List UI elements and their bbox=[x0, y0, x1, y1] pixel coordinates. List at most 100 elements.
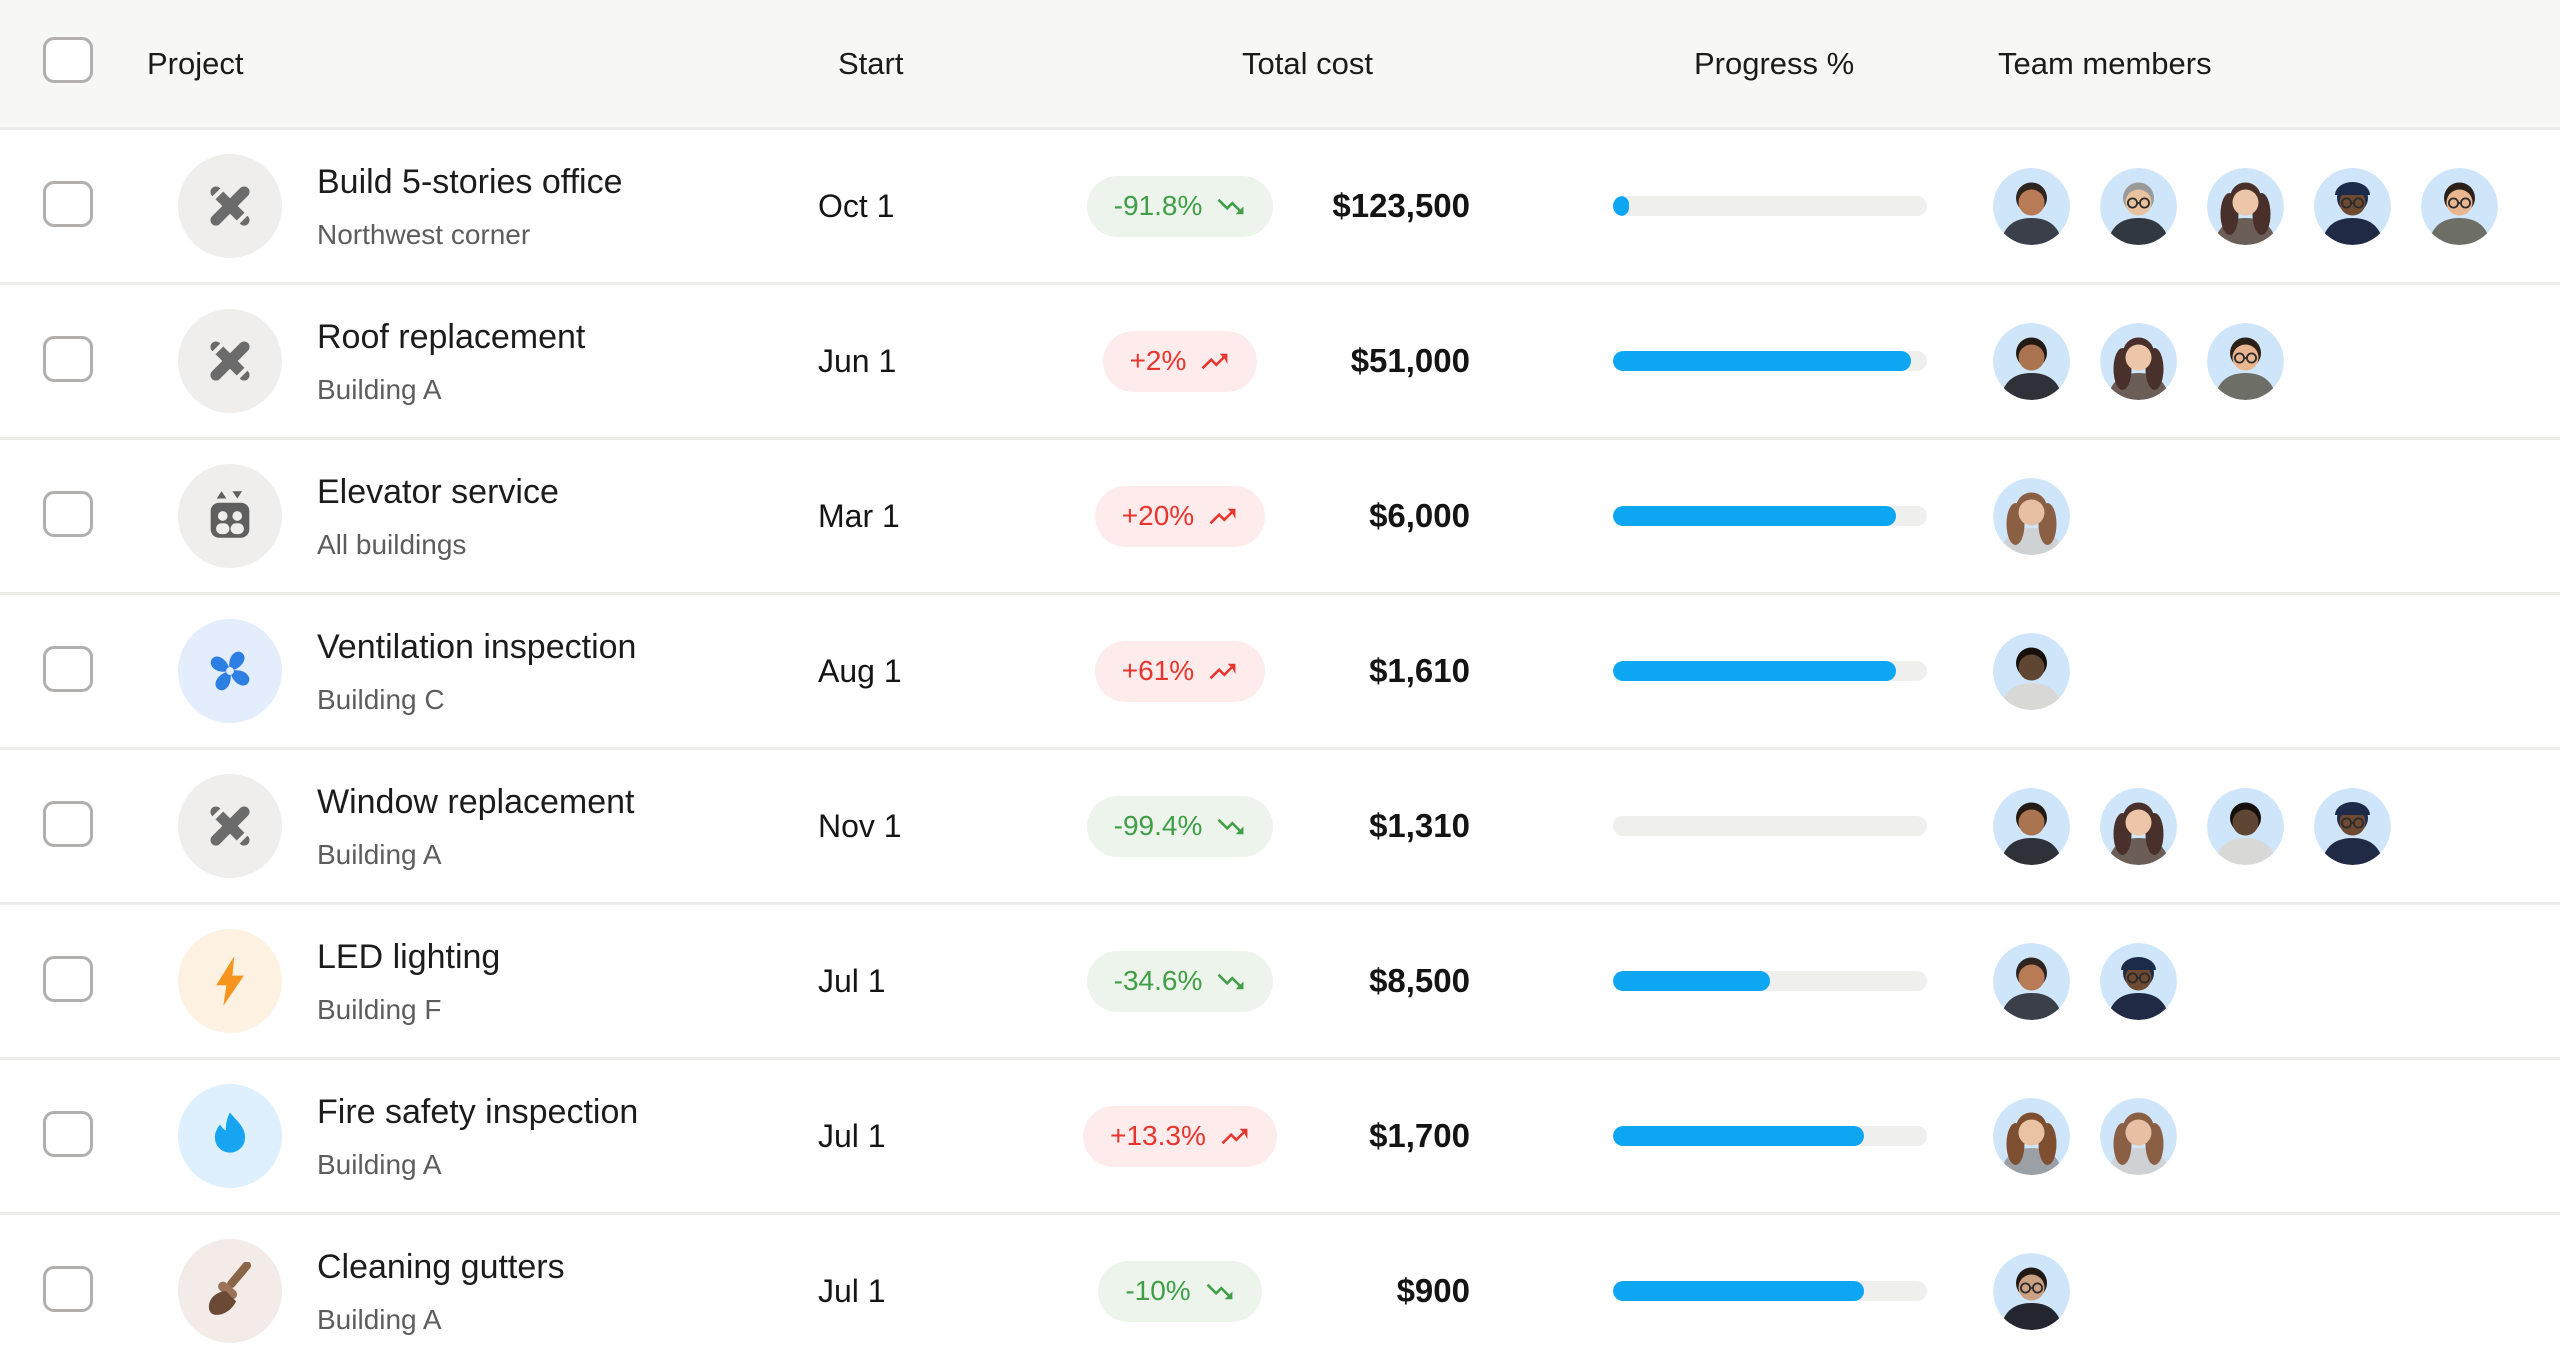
cost-change-cell: +13.3% bbox=[1060, 1105, 1300, 1167]
cost-change-value: -91.8% bbox=[1113, 190, 1203, 221]
row-checkbox-cell bbox=[0, 490, 143, 542]
cost-change-badge: +61% bbox=[1094, 640, 1266, 702]
row-checkbox-cell bbox=[0, 180, 143, 232]
progress-cell bbox=[1580, 971, 1960, 991]
total-cost-value: $900 bbox=[1396, 1272, 1470, 1309]
avatar bbox=[1993, 477, 2070, 555]
cost-change-value: +13.3% bbox=[1110, 1120, 1206, 1151]
crossed-tools-icon bbox=[178, 154, 282, 258]
avatar bbox=[1993, 1252, 2070, 1330]
row-checkbox[interactable] bbox=[43, 645, 93, 692]
row-checkbox[interactable] bbox=[43, 335, 93, 382]
table-row[interactable]: Cleaning gutters Building A Jul 1 -10% $… bbox=[0, 1212, 2560, 1367]
cost-change-value: +61% bbox=[1121, 655, 1195, 686]
progress-cell bbox=[1580, 661, 1960, 681]
progress-bar bbox=[1613, 506, 1927, 526]
progress-bar bbox=[1613, 196, 1927, 216]
cost-change-value: -34.6% bbox=[1113, 965, 1203, 996]
team-members-cell bbox=[1960, 787, 2560, 865]
team-members-cell bbox=[1960, 167, 2560, 245]
progress-bar-fill bbox=[1613, 1281, 1865, 1301]
cost-change-badge: -91.8% bbox=[1086, 175, 1274, 237]
total-cost-cell: $900 bbox=[1300, 1272, 1580, 1310]
row-icon-cell bbox=[143, 154, 317, 258]
start-cell: Jun 1 bbox=[818, 343, 1060, 380]
start-date: Mar 1 bbox=[818, 497, 900, 534]
column-header-total-cost: Total cost bbox=[1242, 45, 1373, 81]
row-checkbox[interactable] bbox=[43, 800, 93, 847]
row-icon-cell bbox=[143, 464, 317, 568]
row-checkbox[interactable] bbox=[43, 955, 93, 1002]
total-cost-cell: $1,700 bbox=[1300, 1117, 1580, 1155]
table-row[interactable]: Roof replacement Building A Jun 1 +2% $5… bbox=[0, 282, 2560, 437]
cost-change-cell: -91.8% bbox=[1060, 175, 1300, 237]
column-header-team-members: Team members bbox=[1998, 45, 2212, 81]
cost-change-cell: -10% bbox=[1060, 1260, 1300, 1322]
progress-bar-fill bbox=[1613, 351, 1912, 371]
progress-bar-fill bbox=[1613, 506, 1896, 526]
total-cost-value: $1,610 bbox=[1369, 652, 1470, 689]
row-icon-cell bbox=[143, 619, 317, 723]
select-all-checkbox[interactable] bbox=[43, 36, 93, 83]
project-subtitle: Building C bbox=[317, 683, 445, 715]
row-checkbox[interactable] bbox=[43, 490, 93, 537]
progress-cell bbox=[1580, 816, 1960, 836]
row-checkbox[interactable] bbox=[43, 1265, 93, 1312]
progress-bar bbox=[1613, 1281, 1927, 1301]
start-date: Oct 1 bbox=[818, 187, 895, 224]
project-subtitle: All buildings bbox=[317, 528, 467, 560]
table-row[interactable]: Build 5-stories office Northwest corner … bbox=[0, 127, 2560, 282]
progress-bar bbox=[1613, 971, 1927, 991]
row-checkbox-cell bbox=[0, 335, 143, 387]
cost-change-badge: -10% bbox=[1098, 1260, 1262, 1322]
table-row[interactable]: Ventilation inspection Building C Aug 1 … bbox=[0, 592, 2560, 747]
start-date: Jul 1 bbox=[818, 1117, 886, 1154]
avatar bbox=[2100, 942, 2177, 1020]
progress-cell bbox=[1580, 1126, 1960, 1146]
project-title: LED lighting bbox=[317, 938, 501, 977]
project-title: Ventilation inspection bbox=[317, 628, 637, 667]
row-checkbox-cell bbox=[0, 800, 143, 852]
row-checkbox-cell bbox=[0, 955, 143, 1007]
avatar bbox=[2207, 787, 2284, 865]
team-members-cell bbox=[1960, 477, 2560, 555]
trending-up-icon bbox=[1199, 346, 1230, 377]
table-row[interactable]: LED lighting Building F Jul 1 -34.6% $8,… bbox=[0, 902, 2560, 1057]
project-cell: Elevator service All buildings bbox=[317, 473, 818, 558]
cost-change-badge: +20% bbox=[1094, 485, 1266, 547]
row-checkbox-cell bbox=[0, 1110, 143, 1162]
table-row[interactable]: Window replacement Building A Nov 1 -99.… bbox=[0, 747, 2560, 902]
project-subtitle: Northwest corner bbox=[317, 218, 531, 250]
cost-change-cell: +2% bbox=[1060, 330, 1300, 392]
project-title: Cleaning gutters bbox=[317, 1248, 565, 1287]
trending-down-icon bbox=[1215, 811, 1246, 842]
start-date: Aug 1 bbox=[818, 652, 902, 689]
total-cost-value: $8,500 bbox=[1369, 962, 1470, 999]
row-icon-cell bbox=[143, 1239, 317, 1343]
row-checkbox-cell bbox=[0, 1265, 143, 1317]
avatar bbox=[1993, 167, 2070, 245]
total-cost-cell: $8,500 bbox=[1300, 962, 1580, 1000]
project-subtitle: Building A bbox=[317, 1148, 442, 1180]
cost-change-value: -99.4% bbox=[1113, 810, 1203, 841]
avatar bbox=[2314, 787, 2391, 865]
start-date: Jun 1 bbox=[818, 342, 897, 379]
project-cell: Fire safety inspection Building A bbox=[317, 1093, 818, 1178]
avatar bbox=[2100, 787, 2177, 865]
total-cost-cell: $123,500 bbox=[1300, 187, 1580, 225]
row-checkbox[interactable] bbox=[43, 1110, 93, 1157]
header-checkbox-cell bbox=[0, 36, 143, 91]
total-cost-cell: $1,610 bbox=[1300, 652, 1580, 690]
table-row[interactable]: Elevator service All buildings Mar 1 +20… bbox=[0, 437, 2560, 592]
avatar bbox=[1993, 632, 2070, 710]
project-title: Fire safety inspection bbox=[317, 1093, 639, 1132]
team-members-cell bbox=[1960, 632, 2560, 710]
column-header-project: Project bbox=[147, 45, 244, 81]
progress-cell bbox=[1580, 1281, 1960, 1301]
table-row[interactable]: Fire safety inspection Building A Jul 1 … bbox=[0, 1057, 2560, 1212]
start-date: Jul 1 bbox=[818, 1272, 886, 1309]
row-checkbox[interactable] bbox=[43, 180, 93, 227]
crossed-tools-icon bbox=[178, 309, 282, 413]
trending-up-icon bbox=[1219, 1121, 1250, 1152]
avatar bbox=[2207, 322, 2284, 400]
